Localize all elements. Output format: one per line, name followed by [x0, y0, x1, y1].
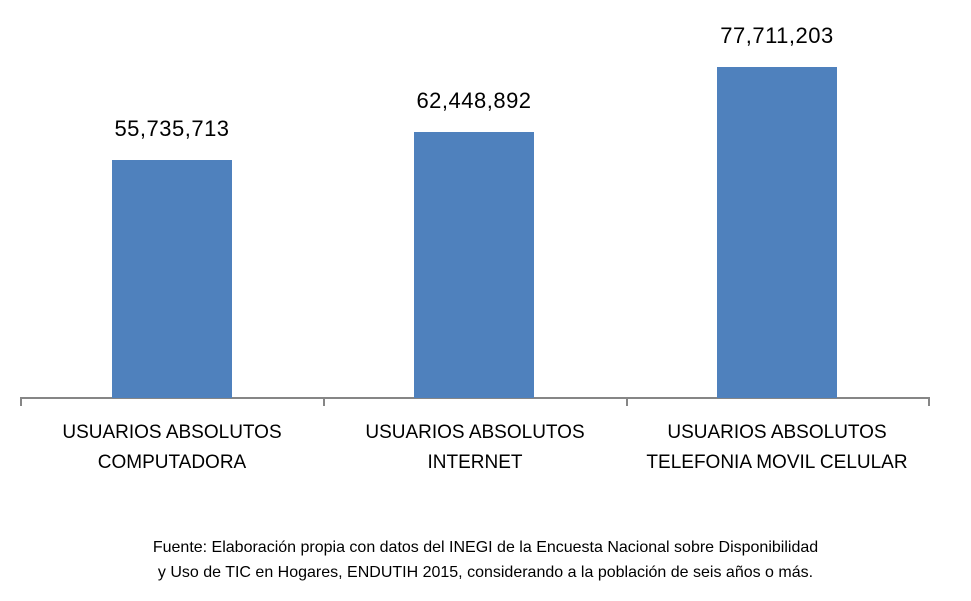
bar-computadora	[112, 160, 232, 398]
category-label-line: USUARIOS ABSOLUTOS	[62, 422, 282, 443]
data-label-internet: 62,448,892	[416, 88, 532, 113]
category-label-line: COMPUTADORA	[97, 452, 247, 473]
category-label-computadora: USUARIOS ABSOLUTOS COMPUTADORA	[22, 418, 322, 478]
x-axis-tick	[323, 397, 325, 406]
source-line-1: Fuente: Elaboración propia con datos del…	[152, 539, 819, 556]
bar-telefonia-movil	[717, 67, 837, 398]
category-label-line: USUARIOS ABSOLUTOS	[667, 422, 887, 443]
category-label-internet: USUARIOS ABSOLUTOS INTERNET	[325, 418, 625, 478]
category-label-telefonia-movil: USUARIOS ABSOLUTOS TELEFONIA MOVIL CELUL…	[627, 418, 927, 478]
data-label-telefonia-movil: 77,711,203	[720, 23, 834, 48]
bar-internet	[414, 132, 534, 398]
category-label-line: USUARIOS ABSOLUTOS	[365, 422, 585, 443]
x-axis-tick	[626, 397, 628, 406]
x-axis-tick	[928, 397, 930, 406]
x-axis-line	[20, 397, 930, 399]
source-line-2: y Uso de TIC en Hogares, ENDUTIH 2015, c…	[157, 564, 814, 581]
category-label-line: TELEFONIA MOVIL CELULAR	[646, 452, 908, 473]
x-axis-tick	[20, 397, 22, 406]
category-label-line: INTERNET	[427, 452, 523, 473]
data-label-computadora: 55,735,713	[114, 116, 230, 141]
source-note: Fuente: Elaboración propia con datos del…	[40, 535, 931, 585]
